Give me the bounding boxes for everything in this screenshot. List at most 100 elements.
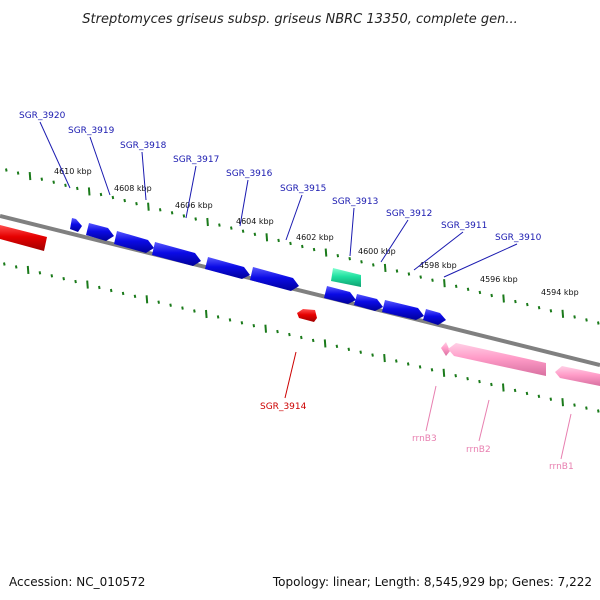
minor-tick xyxy=(157,300,160,304)
minor-tick xyxy=(228,318,232,322)
minor-tick xyxy=(395,359,398,363)
minor-tick xyxy=(133,294,137,298)
label-rrnb2: rrnB2 xyxy=(466,445,491,455)
scale-label-4594: 4594 kbp xyxy=(541,288,579,297)
minor-tick xyxy=(360,260,363,264)
gene-sgr-3917[interactable] xyxy=(152,242,201,266)
major-tick xyxy=(264,324,267,333)
label-sgr-3916: SGR_3916 xyxy=(226,169,273,179)
minor-tick xyxy=(466,287,470,291)
gene-sgr-3913[interactable] xyxy=(324,286,356,304)
label-sgr-3918: SGR_3918 xyxy=(120,141,167,151)
label-sgr-3910: SGR_3910 xyxy=(495,233,542,243)
gene-sgr-green[interactable] xyxy=(331,268,361,287)
label-sgr-3915: SGR_3915 xyxy=(280,184,326,194)
minor-tick xyxy=(64,183,67,187)
accession-text: Accession: NC_010572 xyxy=(9,575,145,589)
gene-rrnb2[interactable] xyxy=(448,343,546,376)
chromosome-axis xyxy=(0,214,600,367)
major-tick xyxy=(86,280,89,289)
label-rrnb1: rrnB1 xyxy=(549,462,574,472)
minor-tick xyxy=(312,247,316,252)
minor-tick xyxy=(348,257,351,261)
rna-genes xyxy=(441,342,600,386)
major-tick xyxy=(324,248,328,257)
minor-tick xyxy=(526,302,529,307)
minor-tick xyxy=(288,332,291,337)
major-tick xyxy=(205,309,208,319)
minor-tick xyxy=(549,309,553,313)
scale-label-4598: 4598 kbp xyxy=(419,261,457,270)
gene-sgr-3910[interactable] xyxy=(423,309,446,325)
minor-tick xyxy=(276,329,279,334)
major-tick xyxy=(26,265,30,274)
gene-sgr-3916[interactable] xyxy=(205,257,250,279)
minor-tick xyxy=(418,365,422,369)
minor-tick xyxy=(336,254,340,258)
minor-tick xyxy=(335,344,339,348)
scale-label-4608: 4608 kbp xyxy=(114,184,152,193)
minor-tick xyxy=(74,279,77,284)
gene-labels: SGR_3920 SGR_3919 SGR_3918 SGR_3917 SGR_… xyxy=(19,111,574,472)
minor-tick xyxy=(135,202,138,206)
minor-tick xyxy=(98,285,101,290)
tick-row-upper xyxy=(5,168,600,325)
major-tick xyxy=(206,217,209,227)
leader-rrnb3 xyxy=(425,385,437,432)
major-tick xyxy=(383,263,387,272)
leader-sgr-3914 xyxy=(284,351,297,399)
topology-text: Topology: linear; Length: 8,545,929 bp; … xyxy=(272,575,592,589)
gene-sgr-3915[interactable] xyxy=(250,267,299,291)
major-tick xyxy=(28,172,32,181)
gene-sgr-3919[interactable] xyxy=(86,223,114,241)
minor-tick xyxy=(5,168,8,172)
gene-sgr-3914[interactable] xyxy=(297,309,317,322)
minor-tick xyxy=(573,315,576,319)
gene-sgr-3912[interactable] xyxy=(354,294,383,311)
minor-tick xyxy=(478,379,481,384)
leader-sgr-3910 xyxy=(443,243,518,278)
minor-tick xyxy=(14,265,18,269)
reverse-strand-genes xyxy=(0,225,317,322)
label-sgr-3919: SGR_3919 xyxy=(68,126,115,136)
label-sgr-3911: SGR_3911 xyxy=(441,221,487,231)
minor-tick xyxy=(181,306,184,310)
label-sgr-3913: SGR_3913 xyxy=(332,197,378,207)
minor-tick xyxy=(311,338,315,343)
scale-label-4604: 4604 kbp xyxy=(236,217,274,226)
minor-tick xyxy=(76,186,79,191)
minor-tick xyxy=(585,318,588,322)
minor-tick xyxy=(597,409,600,413)
minor-tick xyxy=(289,241,292,246)
minor-tick xyxy=(347,347,351,351)
minor-tick xyxy=(525,391,529,396)
minor-tick xyxy=(230,226,233,230)
leader-rrnb1 xyxy=(560,413,572,460)
minor-tick xyxy=(407,272,411,276)
major-tick xyxy=(442,368,446,377)
major-tick xyxy=(87,187,91,196)
gene-sgr-3920[interactable] xyxy=(70,218,82,232)
minor-tick xyxy=(514,299,517,304)
gene-sgr-3918[interactable] xyxy=(114,231,154,253)
minor-tick xyxy=(182,214,186,218)
gene-left-edge-red[interactable] xyxy=(0,225,47,251)
minor-tick xyxy=(218,223,221,227)
gene-rrnb3[interactable] xyxy=(441,342,450,356)
leader-sgr-3919 xyxy=(89,136,111,196)
label-sgr-3914: SGR_3914 xyxy=(260,402,307,412)
leader-sgr-3917 xyxy=(185,165,197,219)
minor-tick xyxy=(111,195,115,200)
minor-tick xyxy=(3,262,6,266)
major-tick xyxy=(561,309,565,318)
minor-tick xyxy=(169,303,172,307)
leader-sgr-3911 xyxy=(413,231,464,271)
major-tick xyxy=(265,233,269,242)
label-rrnb3: rrnB3 xyxy=(412,434,437,444)
minor-tick xyxy=(454,284,458,288)
minor-tick xyxy=(253,232,257,236)
scale-labels: 4610 kbp 4608 kbp 4606 kbp 4604 kbp 4602… xyxy=(54,167,579,297)
gene-sgr-3911[interactable] xyxy=(382,300,424,320)
gene-rrnb1[interactable] xyxy=(555,366,600,386)
